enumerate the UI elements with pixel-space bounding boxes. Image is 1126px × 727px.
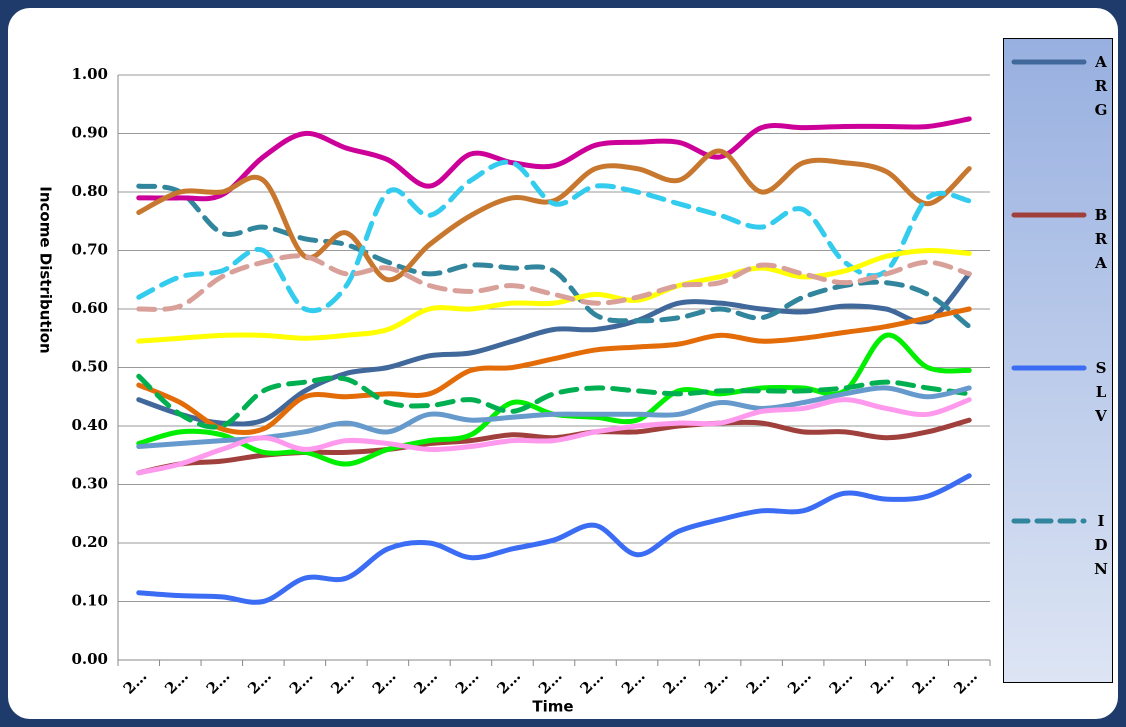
series-line (136, 473, 972, 605)
x-tick-label: 2… (203, 667, 234, 698)
series-line (136, 159, 972, 314)
x-tick-label: 2… (493, 667, 524, 698)
legend-symbols (1011, 59, 1087, 524)
x-tick-label: 2… (161, 667, 192, 698)
y-tick-label: 0.70 (71, 241, 108, 259)
x-tick-label: 2… (950, 667, 981, 698)
x-tick-label: 2… (120, 667, 151, 698)
series-line (136, 385, 972, 449)
y-tick-label: 1.00 (71, 65, 108, 83)
x-tick-label: 2… (535, 667, 566, 698)
legend-label: BRA (1092, 206, 1110, 278)
series-line (136, 253, 972, 312)
x-tick-label: 2… (618, 667, 649, 698)
legend: ARG BRA SLV IDN (1003, 38, 1113, 683)
x-tick-label: 2… (286, 667, 317, 698)
x-tick-label: 2… (660, 667, 691, 698)
y-tick-label: 0.60 (71, 299, 108, 317)
x-tick-label: 2… (784, 667, 815, 698)
x-tick-label: 2… (410, 667, 441, 698)
y-tick-label: 0.80 (71, 182, 108, 200)
series-line (136, 183, 972, 330)
x-tick-label: 2… (867, 667, 898, 698)
y-tick-label: 0.00 (71, 650, 108, 668)
legend-label: ARG (1092, 53, 1110, 125)
x-tick-label: 2… (369, 667, 400, 698)
x-tick-label: 2… (576, 667, 607, 698)
series-line (136, 116, 972, 202)
x-tick-label: 2… (452, 667, 483, 698)
series-line (136, 306, 972, 436)
x-tick-label: 2… (244, 667, 275, 698)
y-tick-label: 0.10 (71, 592, 108, 610)
x-tick-label: 2… (327, 667, 358, 698)
y-tick-label: 0.50 (71, 358, 108, 376)
y-tick-label: 0.90 (71, 124, 108, 142)
y-tick-label: 0.40 (71, 416, 108, 434)
series-line (136, 373, 972, 430)
x-tick-label: 2… (743, 667, 774, 698)
y-tick-label: 0.20 (71, 533, 108, 551)
x-tick-label: 2… (909, 667, 940, 698)
legend-label: SLV (1092, 359, 1110, 431)
legend-label: IDN (1092, 512, 1110, 584)
series-line (136, 271, 972, 427)
y-axis-label: Income Distribution (37, 186, 55, 353)
series-line (136, 247, 972, 344)
x-tick-label: 2… (701, 667, 732, 698)
y-tick-label: 0.30 (71, 475, 108, 493)
x-axis-label: Time (532, 698, 573, 716)
series-line (136, 397, 972, 476)
x-tick-label: 2… (826, 667, 857, 698)
